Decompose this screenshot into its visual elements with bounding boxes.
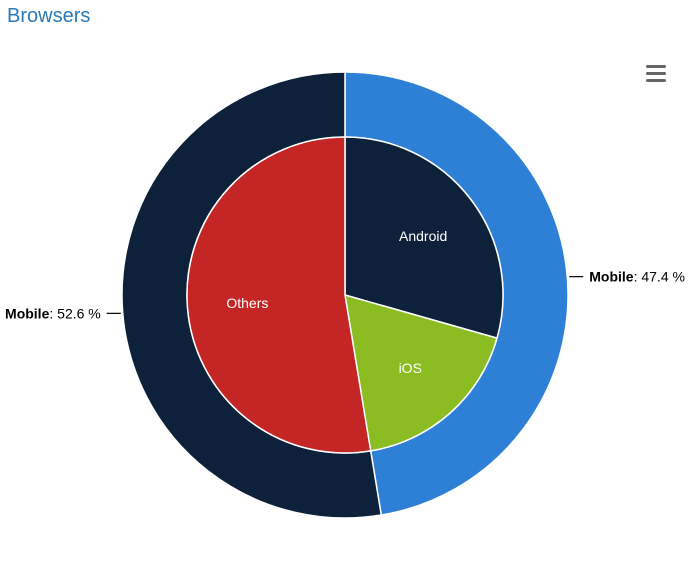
hamburger-menu-icon-bar [646, 72, 666, 75]
outer-slice-label: Mobile: 47.4 % [589, 269, 685, 285]
inner-slice-label-android: Android [399, 228, 447, 244]
outer-slice-label: Mobile: 52.6 % [5, 305, 101, 321]
hamburger-menu-icon [646, 65, 666, 68]
inner-slice-label-ios: iOS [399, 360, 422, 376]
page-title: Browsers [7, 5, 91, 27]
inner-slice-others[interactable] [186, 136, 372, 454]
inner-slice-label-others: Others [226, 295, 268, 311]
inner-slice-ios[interactable] [344, 293, 498, 452]
hamburger-menu-icon-bar [646, 79, 666, 82]
chart-menu-button[interactable] [644, 63, 668, 85]
inner-slice-android[interactable] [344, 136, 504, 340]
